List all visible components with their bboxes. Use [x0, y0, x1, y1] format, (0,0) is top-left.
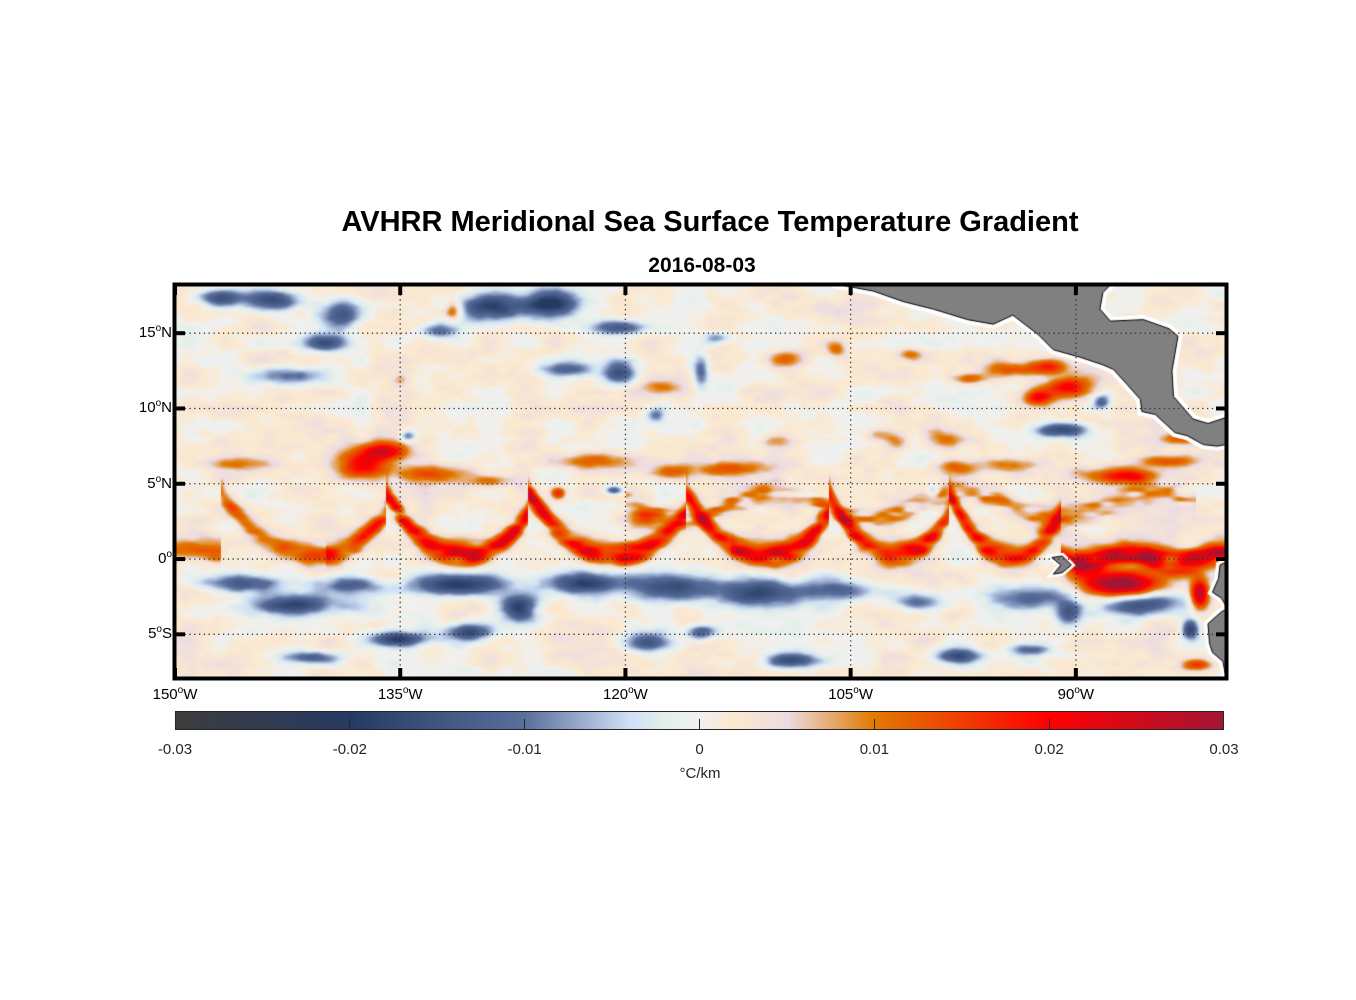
y-tick-label: 15oN	[138, 323, 172, 342]
y-tick-label: 10oN	[138, 398, 172, 417]
x-tick-label: 105oW	[828, 685, 874, 704]
colorbar-tick-label: 0.03	[1209, 741, 1239, 758]
x-tick-label: 135oW	[377, 685, 423, 704]
colorbar-tick-label: -0.03	[157, 741, 193, 758]
colorbar-tick-mark	[349, 719, 351, 730]
sst-gradient-field	[175, 285, 1226, 678]
colorbar-tick-label: -0.02	[332, 741, 367, 758]
colorbar-tick-label: -0.01	[507, 741, 542, 758]
colorbar-tick-mark	[873, 719, 875, 730]
chart-title: AVHRR Meridional Sea Surface Temperature…	[341, 206, 1079, 238]
y-tick-label: 5oS	[148, 624, 172, 643]
chart-subtitle: 2016-08-03	[648, 254, 756, 277]
colorbar-unit-label: °C/km	[679, 765, 721, 782]
map-overlay	[172, 282, 1229, 681]
y-tick-label: 5oN	[147, 473, 172, 492]
y-tick-label: 0o	[158, 549, 172, 568]
x-tick-label: 90oW	[1057, 685, 1095, 704]
map-plot-area	[175, 285, 1226, 678]
colorbar-tick-label: 0	[695, 741, 704, 758]
colorbar-tick-label: 0.01	[859, 741, 889, 758]
colorbar-tick-mark	[524, 719, 526, 730]
colorbar-tick-mark	[1048, 719, 1050, 730]
colorbar-tick-mark	[699, 719, 700, 730]
map-frame	[172, 282, 1229, 681]
x-tick-label: 150oW	[152, 685, 198, 704]
colorbar-tick-label: 0.02	[1034, 741, 1064, 758]
x-tick-label: 120oW	[603, 685, 648, 704]
